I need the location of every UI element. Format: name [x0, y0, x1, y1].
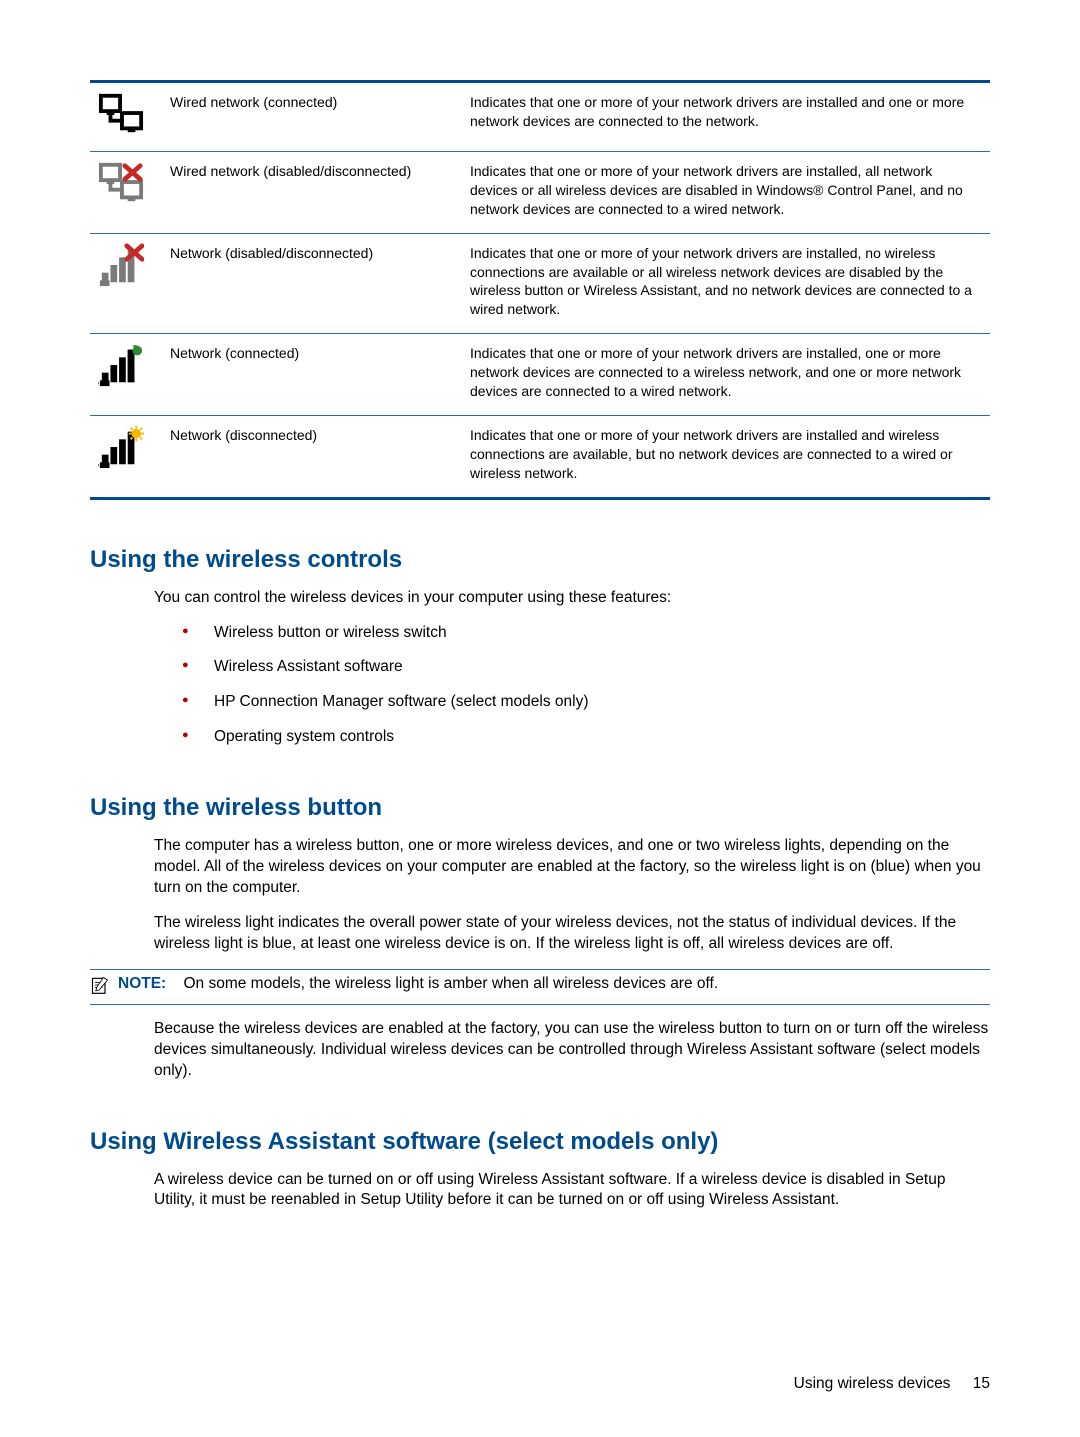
icon-label: Network (connected): [162, 334, 462, 416]
table-row: Network (connected) Indicates that one o…: [90, 334, 990, 416]
list-item: HP Connection Manager software (select m…: [182, 692, 990, 713]
list-item: Operating system controls: [182, 727, 990, 748]
note-box: NOTE: On some models, the wireless light…: [90, 969, 990, 1005]
page-footer: Using wireless devices 15: [794, 1375, 990, 1393]
icon-label: Network (disconnected): [162, 415, 462, 498]
page-number: 15: [973, 1375, 990, 1392]
controls-bullets: Wireless button or wireless switch Wirel…: [182, 623, 990, 749]
table-row: Network (disabled/disconnected) Indicate…: [90, 233, 990, 334]
network-connected-icon: [98, 342, 150, 388]
note-icon: [90, 974, 118, 1000]
icon-label: Wired network (disabled/disconnected): [162, 152, 462, 234]
icon-label: Wired network (connected): [162, 82, 462, 152]
footer-text: Using wireless devices: [794, 1375, 951, 1392]
icon-desc: Indicates that one or more of your netwo…: [462, 82, 990, 152]
button-p3: Because the wireless devices are enabled…: [154, 1019, 990, 1082]
list-item: Wireless Assistant software: [182, 657, 990, 678]
button-p1: The computer has a wireless button, one …: [154, 836, 990, 899]
heading-wireless-assistant: Using Wireless Assistant software (selec…: [90, 1128, 990, 1156]
controls-intro: You can control the wireless devices in …: [154, 588, 990, 609]
icon-desc: Indicates that one or more of your netwo…: [462, 415, 990, 498]
wired-connected-icon: [98, 91, 150, 137]
note-label: NOTE:: [118, 975, 166, 992]
icon-desc: Indicates that one or more of your netwo…: [462, 334, 990, 416]
network-disabled-icon: [98, 242, 150, 288]
button-p2: The wireless light indicates the overall…: [154, 913, 990, 955]
wired-disabled-icon: [98, 160, 150, 206]
icon-desc: Indicates that one or more of your netwo…: [462, 233, 990, 334]
table-row: Network (disconnected) Indicates that on…: [90, 415, 990, 498]
network-icons-table: Wired network (connected) Indicates that…: [90, 80, 990, 500]
table-row: Wired network (connected) Indicates that…: [90, 82, 990, 152]
network-disconnected-icon: [98, 424, 150, 470]
icon-desc: Indicates that one or more of your netwo…: [462, 152, 990, 234]
list-item: Wireless button or wireless switch: [182, 623, 990, 644]
table-row: Wired network (disabled/disconnected) In…: [90, 152, 990, 234]
page: Wired network (connected) Indicates that…: [0, 0, 1080, 1437]
assistant-p1: A wireless device can be turned on or of…: [154, 1170, 990, 1212]
icon-label: Network (disabled/disconnected): [162, 233, 462, 334]
note-text: On some models, the wireless light is am…: [183, 975, 718, 992]
heading-wireless-controls: Using the wireless controls: [90, 546, 990, 574]
heading-wireless-button: Using the wireless button: [90, 794, 990, 822]
